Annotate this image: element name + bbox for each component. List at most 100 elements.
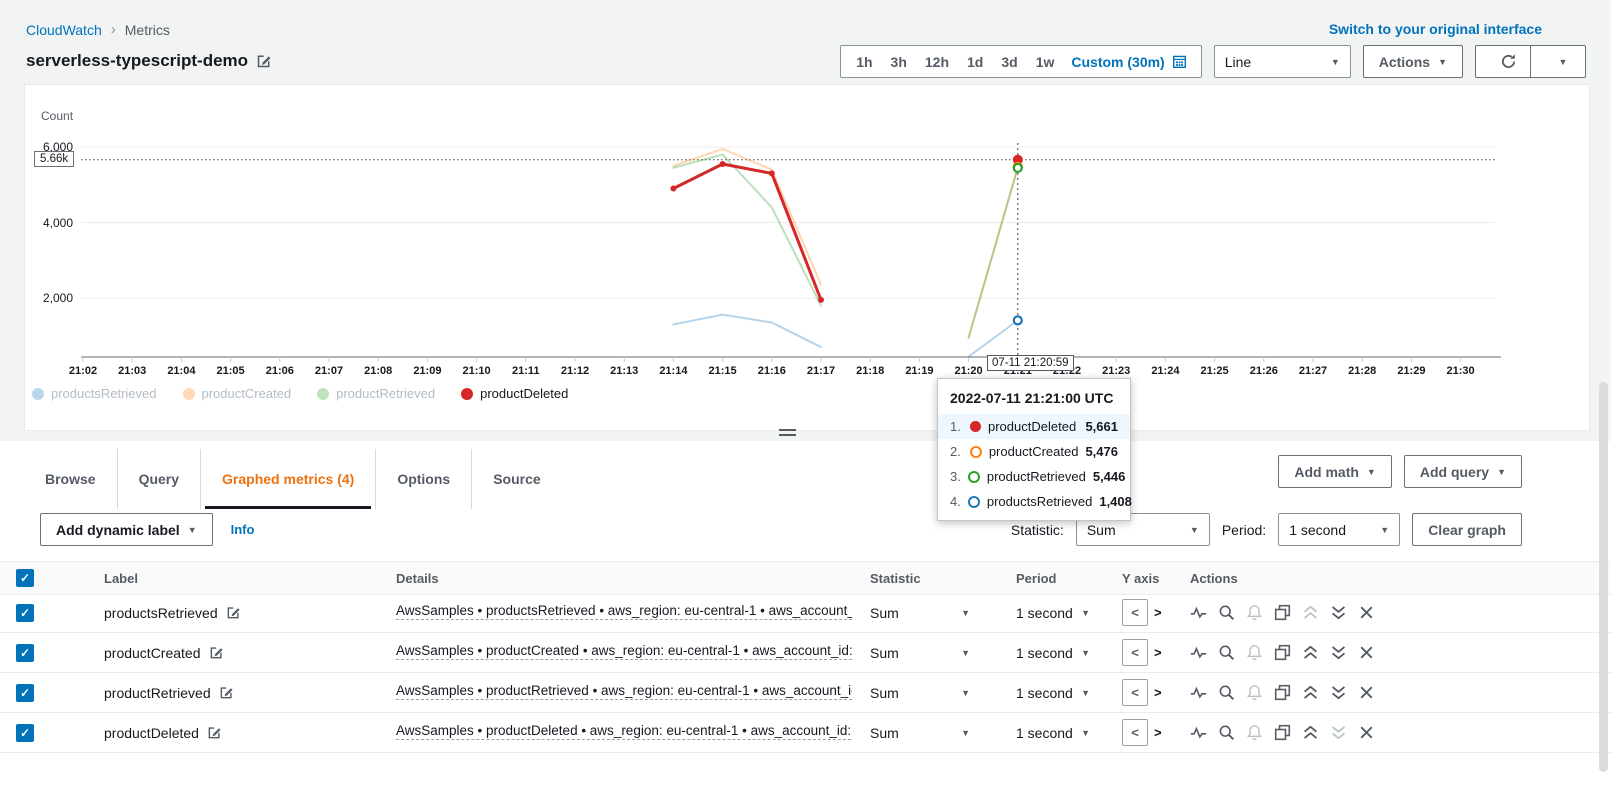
row-statistic-dropdown[interactable]: Sum▼ — [860, 645, 1006, 661]
move-up-action[interactable] — [1302, 684, 1319, 701]
time-range-12h[interactable]: 12h — [916, 54, 958, 70]
activity-icon[interactable] — [1190, 604, 1207, 621]
move-down-icon[interactable] — [1330, 644, 1347, 661]
yaxis-left-toggle[interactable]: < — [1122, 679, 1148, 706]
row-statistic-dropdown[interactable]: Sum▼ — [860, 725, 1006, 741]
add-dynamic-label-button[interactable]: Add dynamic label ▼ — [40, 513, 213, 546]
yaxis-right-toggle[interactable]: > — [1150, 605, 1166, 620]
duplicate-action[interactable] — [1274, 684, 1291, 701]
zoom-action[interactable] — [1218, 604, 1235, 621]
zoom-action[interactable] — [1218, 644, 1235, 661]
duplicate-icon[interactable] — [1274, 724, 1291, 741]
tab-source[interactable]: Source — [471, 449, 561, 509]
tab-query[interactable]: Query — [117, 449, 200, 509]
move-down-icon[interactable] — [1330, 604, 1347, 621]
refresh-icon[interactable] — [1500, 53, 1517, 70]
row-statistic-dropdown[interactable]: Sum▼ — [860, 605, 1006, 621]
line-chart[interactable] — [25, 85, 1589, 430]
custom-time-range-button[interactable]: Custom (30m) — [1063, 54, 1194, 70]
activity-action[interactable] — [1190, 604, 1207, 621]
add-query-button[interactable]: Add query ▼ — [1404, 455, 1522, 488]
row-statistic-dropdown[interactable]: Sum▼ — [860, 685, 1006, 701]
zoom-icon[interactable] — [1218, 724, 1235, 741]
refresh-options-button[interactable]: ▼ — [1530, 46, 1585, 77]
activity-action[interactable] — [1190, 684, 1207, 701]
move-down-action[interactable] — [1330, 684, 1347, 701]
duplicate-icon[interactable] — [1274, 604, 1291, 621]
panel-resize-handle[interactable] — [779, 429, 796, 437]
time-range-1h[interactable]: 1h — [847, 54, 881, 70]
tab-options[interactable]: Options — [375, 449, 471, 509]
yaxis-right-toggle[interactable]: > — [1150, 685, 1166, 700]
edit-label-icon[interactable] — [219, 685, 234, 700]
duplicate-action[interactable] — [1274, 644, 1291, 661]
remove-icon[interactable] — [1358, 604, 1375, 621]
series-line-productsRetrieved[interactable] — [673, 315, 821, 347]
zoom-icon[interactable] — [1218, 644, 1235, 661]
edit-pencil-icon[interactable] — [209, 645, 224, 660]
time-range-1w[interactable]: 1w — [1027, 54, 1064, 70]
yaxis-left-toggle[interactable]: < — [1122, 599, 1148, 626]
time-range-1d[interactable]: 1d — [958, 54, 992, 70]
metric-details-link[interactable]: AwsSamples • productCreated • aws_region… — [396, 643, 852, 660]
remove-icon[interactable] — [1358, 724, 1375, 741]
duplicate-icon[interactable] — [1274, 644, 1291, 661]
row-checkbox[interactable]: ✓ — [16, 724, 34, 742]
calendar-glyph-icon[interactable] — [1172, 54, 1187, 69]
metric-details-link[interactable]: AwsSamples • productsRetrieved • aws_reg… — [396, 603, 852, 620]
row-period-dropdown[interactable]: 1 second▼ — [1006, 645, 1112, 661]
move-down-icon[interactable] — [1330, 684, 1347, 701]
remove-action[interactable] — [1358, 644, 1375, 661]
vertical-scrollbar[interactable] — [1599, 382, 1608, 772]
edit-title-pencil-icon[interactable] — [256, 53, 272, 69]
tab-graphed-metrics-4-[interactable]: Graphed metrics (4) — [200, 449, 375, 509]
period-select[interactable]: 1 second ▼ — [1278, 513, 1400, 546]
refresh-button[interactable] — [1476, 46, 1530, 77]
move-up-icon[interactable] — [1302, 684, 1319, 701]
legend-item-productDeleted[interactable]: productDeleted — [461, 386, 568, 401]
move-up-icon[interactable] — [1302, 644, 1319, 661]
row-checkbox[interactable]: ✓ — [16, 604, 34, 622]
info-link[interactable]: Info — [231, 522, 255, 537]
add-math-button[interactable]: Add math ▼ — [1278, 455, 1391, 488]
calendar-icon[interactable] — [1172, 54, 1187, 69]
actions-menu-button[interactable]: Actions ▼ — [1363, 45, 1463, 78]
zoom-icon[interactable] — [1218, 604, 1235, 621]
edit-label-icon[interactable] — [209, 645, 224, 660]
clear-graph-button[interactable]: Clear graph — [1412, 513, 1522, 546]
select-all-checkbox[interactable]: ✓ — [16, 569, 34, 587]
zoom-icon[interactable] — [1218, 684, 1235, 701]
tab-browse[interactable]: Browse — [24, 449, 117, 509]
row-period-dropdown[interactable]: 1 second▼ — [1006, 725, 1112, 741]
edit-label-icon[interactable] — [226, 605, 241, 620]
switch-interface-link[interactable]: Switch to your original interface — [1329, 21, 1542, 37]
yaxis-right-toggle[interactable]: > — [1150, 725, 1166, 740]
time-range-3d[interactable]: 3d — [992, 54, 1026, 70]
activity-icon[interactable] — [1190, 684, 1207, 701]
activity-icon[interactable] — [1190, 724, 1207, 741]
yaxis-right-toggle[interactable]: > — [1150, 645, 1166, 660]
activity-action[interactable] — [1190, 724, 1207, 741]
metric-details-link[interactable]: AwsSamples • productDeleted • aws_region… — [396, 723, 851, 740]
graph-type-select[interactable]: Line ▼ — [1214, 45, 1351, 78]
breadcrumb-cloudwatch-link[interactable]: CloudWatch — [26, 22, 102, 38]
remove-action[interactable] — [1358, 724, 1375, 741]
remove-action[interactable] — [1358, 604, 1375, 621]
move-up-icon[interactable] — [1302, 724, 1319, 741]
time-range-3h[interactable]: 3h — [882, 54, 916, 70]
activity-action[interactable] — [1190, 644, 1207, 661]
duplicate-action[interactable] — [1274, 724, 1291, 741]
edit-title-icon[interactable] — [256, 53, 272, 69]
edit-pencil-icon[interactable] — [226, 605, 241, 620]
series-line-productsRetrieved[interactable] — [969, 320, 1018, 356]
series-line-productRetrieved[interactable] — [969, 168, 1018, 338]
edit-pencil-icon[interactable] — [219, 685, 234, 700]
yaxis-left-toggle[interactable]: < — [1122, 719, 1148, 746]
legend-item-productCreated[interactable]: productCreated — [183, 386, 292, 401]
edit-pencil-icon[interactable] — [207, 725, 222, 740]
zoom-action[interactable] — [1218, 684, 1235, 701]
move-down-action[interactable] — [1330, 644, 1347, 661]
row-checkbox[interactable]: ✓ — [16, 644, 34, 662]
remove-icon[interactable] — [1358, 644, 1375, 661]
activity-icon[interactable] — [1190, 644, 1207, 661]
